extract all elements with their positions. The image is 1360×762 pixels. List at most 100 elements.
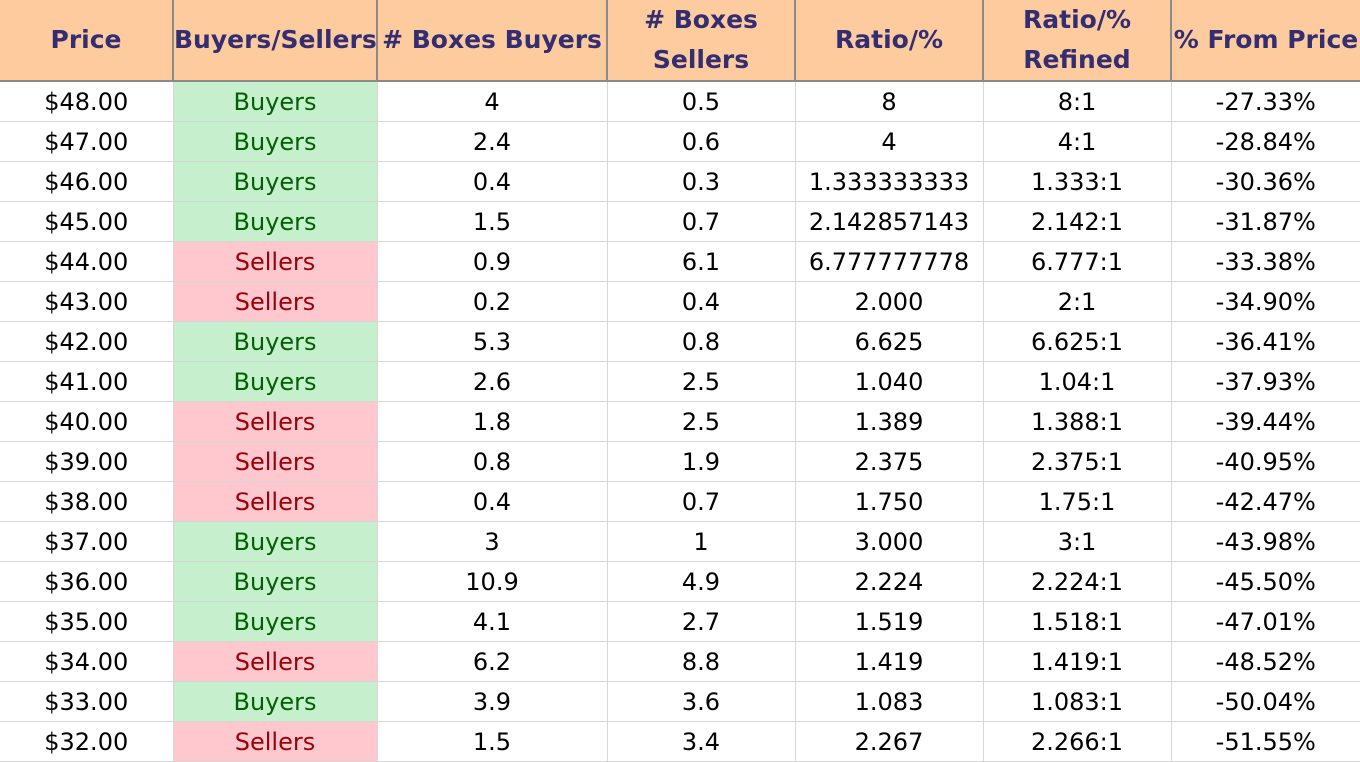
ratio-cell: 2.142857143 bbox=[795, 201, 984, 242]
table-row: $45.00 Buyers 1.5 0.7 2.142857143 2.142:1 -31.… bbox=[0, 201, 1360, 242]
from-price-cell: -36.41% bbox=[1171, 321, 1360, 362]
boxes-buyers-cell: 6.2 bbox=[377, 641, 608, 682]
table-row: $47.00 Buyers 2.4 0.6 4 4:1 -28.84% bbox=[0, 121, 1360, 162]
boxes-buyers-cell: 2.4 bbox=[377, 121, 608, 162]
ratio-refined-cell: 1.083:1 bbox=[983, 681, 1172, 722]
side-cell: Buyers bbox=[173, 601, 378, 642]
side-cell: Buyers bbox=[173, 201, 378, 242]
side-cell: Buyers bbox=[173, 521, 378, 562]
header-ratio-refined: Ratio/% Refined bbox=[983, 0, 1172, 82]
table-header: Price Buyers/Sellers # Boxes Buyers # Bo… bbox=[0, 0, 1360, 82]
ratio-cell: 2.000 bbox=[795, 281, 984, 322]
boxes-buyers-cell: 0.8 bbox=[377, 441, 608, 482]
table-row: $39.00 Sellers 0.8 1.9 2.375 2.375:1 -40.95% bbox=[0, 441, 1360, 482]
ratio-cell: 1.750 bbox=[795, 481, 984, 522]
boxes-sellers-cell: 0.5 bbox=[607, 81, 796, 122]
table-body: $48.00 Buyers 4 0.5 8 8:1 -27.33% $47.00 Buyers 2… bbox=[0, 81, 1360, 762]
table-row: $33.00 Buyers 3.9 3.6 1.083 1.083:1 -50.04% bbox=[0, 681, 1360, 722]
boxes-buyers-cell: 0.4 bbox=[377, 481, 608, 522]
ratio-cell: 2.224 bbox=[795, 561, 984, 602]
ratio-cell: 4 bbox=[795, 121, 984, 162]
boxes-buyers-cell: 1.5 bbox=[377, 201, 608, 242]
side-cell: Sellers bbox=[173, 721, 378, 762]
price-cell: $38.00 bbox=[0, 481, 174, 522]
price-cell: $36.00 bbox=[0, 561, 174, 602]
ratio-refined-cell: 8:1 bbox=[983, 81, 1172, 122]
boxes-sellers-cell: 0.3 bbox=[607, 161, 796, 202]
ratio-cell: 2.267 bbox=[795, 721, 984, 762]
ratio-refined-cell: 3:1 bbox=[983, 521, 1172, 562]
header-from-price: % From Price bbox=[1171, 0, 1360, 82]
ratio-cell: 2.375 bbox=[795, 441, 984, 482]
side-cell: Buyers bbox=[173, 321, 378, 362]
boxes-sellers-cell: 8.8 bbox=[607, 641, 796, 682]
header-buyers-sellers: Buyers/Sellers bbox=[173, 0, 378, 82]
table-row: $41.00 Buyers 2.6 2.5 1.040 1.04:1 -37.93% bbox=[0, 361, 1360, 402]
boxes-sellers-cell: 0.4 bbox=[607, 281, 796, 322]
side-cell: Sellers bbox=[173, 241, 378, 282]
ratio-refined-cell: 1.333:1 bbox=[983, 161, 1172, 202]
from-price-cell: -33.38% bbox=[1171, 241, 1360, 282]
header-boxes-buyers: # Boxes Buyers bbox=[377, 0, 608, 82]
table-row: $42.00 Buyers 5.3 0.8 6.625 6.625:1 -36.41% bbox=[0, 321, 1360, 362]
boxes-buyers-cell: 4.1 bbox=[377, 601, 608, 642]
boxes-buyers-cell: 3 bbox=[377, 521, 608, 562]
price-cell: $33.00 bbox=[0, 681, 174, 722]
boxes-sellers-cell: 2.7 bbox=[607, 601, 796, 642]
price-cell: $34.00 bbox=[0, 641, 174, 682]
header-boxes-sellers: # Boxes Sellers bbox=[607, 0, 796, 82]
side-cell: Buyers bbox=[173, 361, 378, 402]
table-row: $34.00 Sellers 6.2 8.8 1.419 1.419:1 -48.52% bbox=[0, 641, 1360, 682]
price-cell: $35.00 bbox=[0, 601, 174, 642]
ratio-refined-cell: 2.224:1 bbox=[983, 561, 1172, 602]
boxes-buyers-cell: 1.8 bbox=[377, 401, 608, 442]
from-price-cell: -40.95% bbox=[1171, 441, 1360, 482]
price-cell: $48.00 bbox=[0, 81, 174, 122]
from-price-cell: -28.84% bbox=[1171, 121, 1360, 162]
price-cell: $42.00 bbox=[0, 321, 174, 362]
from-price-cell: -30.36% bbox=[1171, 161, 1360, 202]
from-price-cell: -43.98% bbox=[1171, 521, 1360, 562]
table-row: $38.00 Sellers 0.4 0.7 1.750 1.75:1 -42.47% bbox=[0, 481, 1360, 522]
boxes-sellers-cell: 2.5 bbox=[607, 401, 796, 442]
ratio-cell: 1.419 bbox=[795, 641, 984, 682]
table-row: $44.00 Sellers 0.9 6.1 6.777777778 6.777:1 -33… bbox=[0, 241, 1360, 282]
boxes-buyers-cell: 10.9 bbox=[377, 561, 608, 602]
side-cell: Buyers bbox=[173, 681, 378, 722]
price-cell: $45.00 bbox=[0, 201, 174, 242]
boxes-sellers-cell: 0.7 bbox=[607, 201, 796, 242]
boxes-buyers-cell: 1.5 bbox=[377, 721, 608, 762]
ratio-refined-cell: 6.625:1 bbox=[983, 321, 1172, 362]
side-cell: Buyers bbox=[173, 161, 378, 202]
price-cell: $44.00 bbox=[0, 241, 174, 282]
from-price-cell: -31.87% bbox=[1171, 201, 1360, 242]
ratio-cell: 1.389 bbox=[795, 401, 984, 442]
table-row: $35.00 Buyers 4.1 2.7 1.519 1.518:1 -47.01% bbox=[0, 601, 1360, 642]
ratio-cell: 1.040 bbox=[795, 361, 984, 402]
from-price-cell: -39.44% bbox=[1171, 401, 1360, 442]
ratio-refined-cell: 6.777:1 bbox=[983, 241, 1172, 282]
boxes-buyers-cell: 2.6 bbox=[377, 361, 608, 402]
ratio-cell: 6.777777778 bbox=[795, 241, 984, 282]
ratio-cell: 1.519 bbox=[795, 601, 984, 642]
from-price-cell: -45.50% bbox=[1171, 561, 1360, 602]
from-price-cell: -48.52% bbox=[1171, 641, 1360, 682]
ratio-cell: 1.083 bbox=[795, 681, 984, 722]
price-cell: $32.00 bbox=[0, 721, 174, 762]
from-price-cell: -50.04% bbox=[1171, 681, 1360, 722]
boxes-sellers-cell: 0.7 bbox=[607, 481, 796, 522]
price-cell: $41.00 bbox=[0, 361, 174, 402]
side-cell: Buyers bbox=[173, 81, 378, 122]
ratio-refined-cell: 2.375:1 bbox=[983, 441, 1172, 482]
ratio-cell: 8 bbox=[795, 81, 984, 122]
boxes-sellers-cell: 3.4 bbox=[607, 721, 796, 762]
ratio-refined-cell: 1.04:1 bbox=[983, 361, 1172, 402]
from-price-cell: -42.47% bbox=[1171, 481, 1360, 522]
ratio-refined-cell: 4:1 bbox=[983, 121, 1172, 162]
side-cell: Sellers bbox=[173, 441, 378, 482]
boxes-sellers-cell: 6.1 bbox=[607, 241, 796, 282]
price-cell: $43.00 bbox=[0, 281, 174, 322]
boxes-sellers-cell: 3.6 bbox=[607, 681, 796, 722]
side-cell: Sellers bbox=[173, 641, 378, 682]
